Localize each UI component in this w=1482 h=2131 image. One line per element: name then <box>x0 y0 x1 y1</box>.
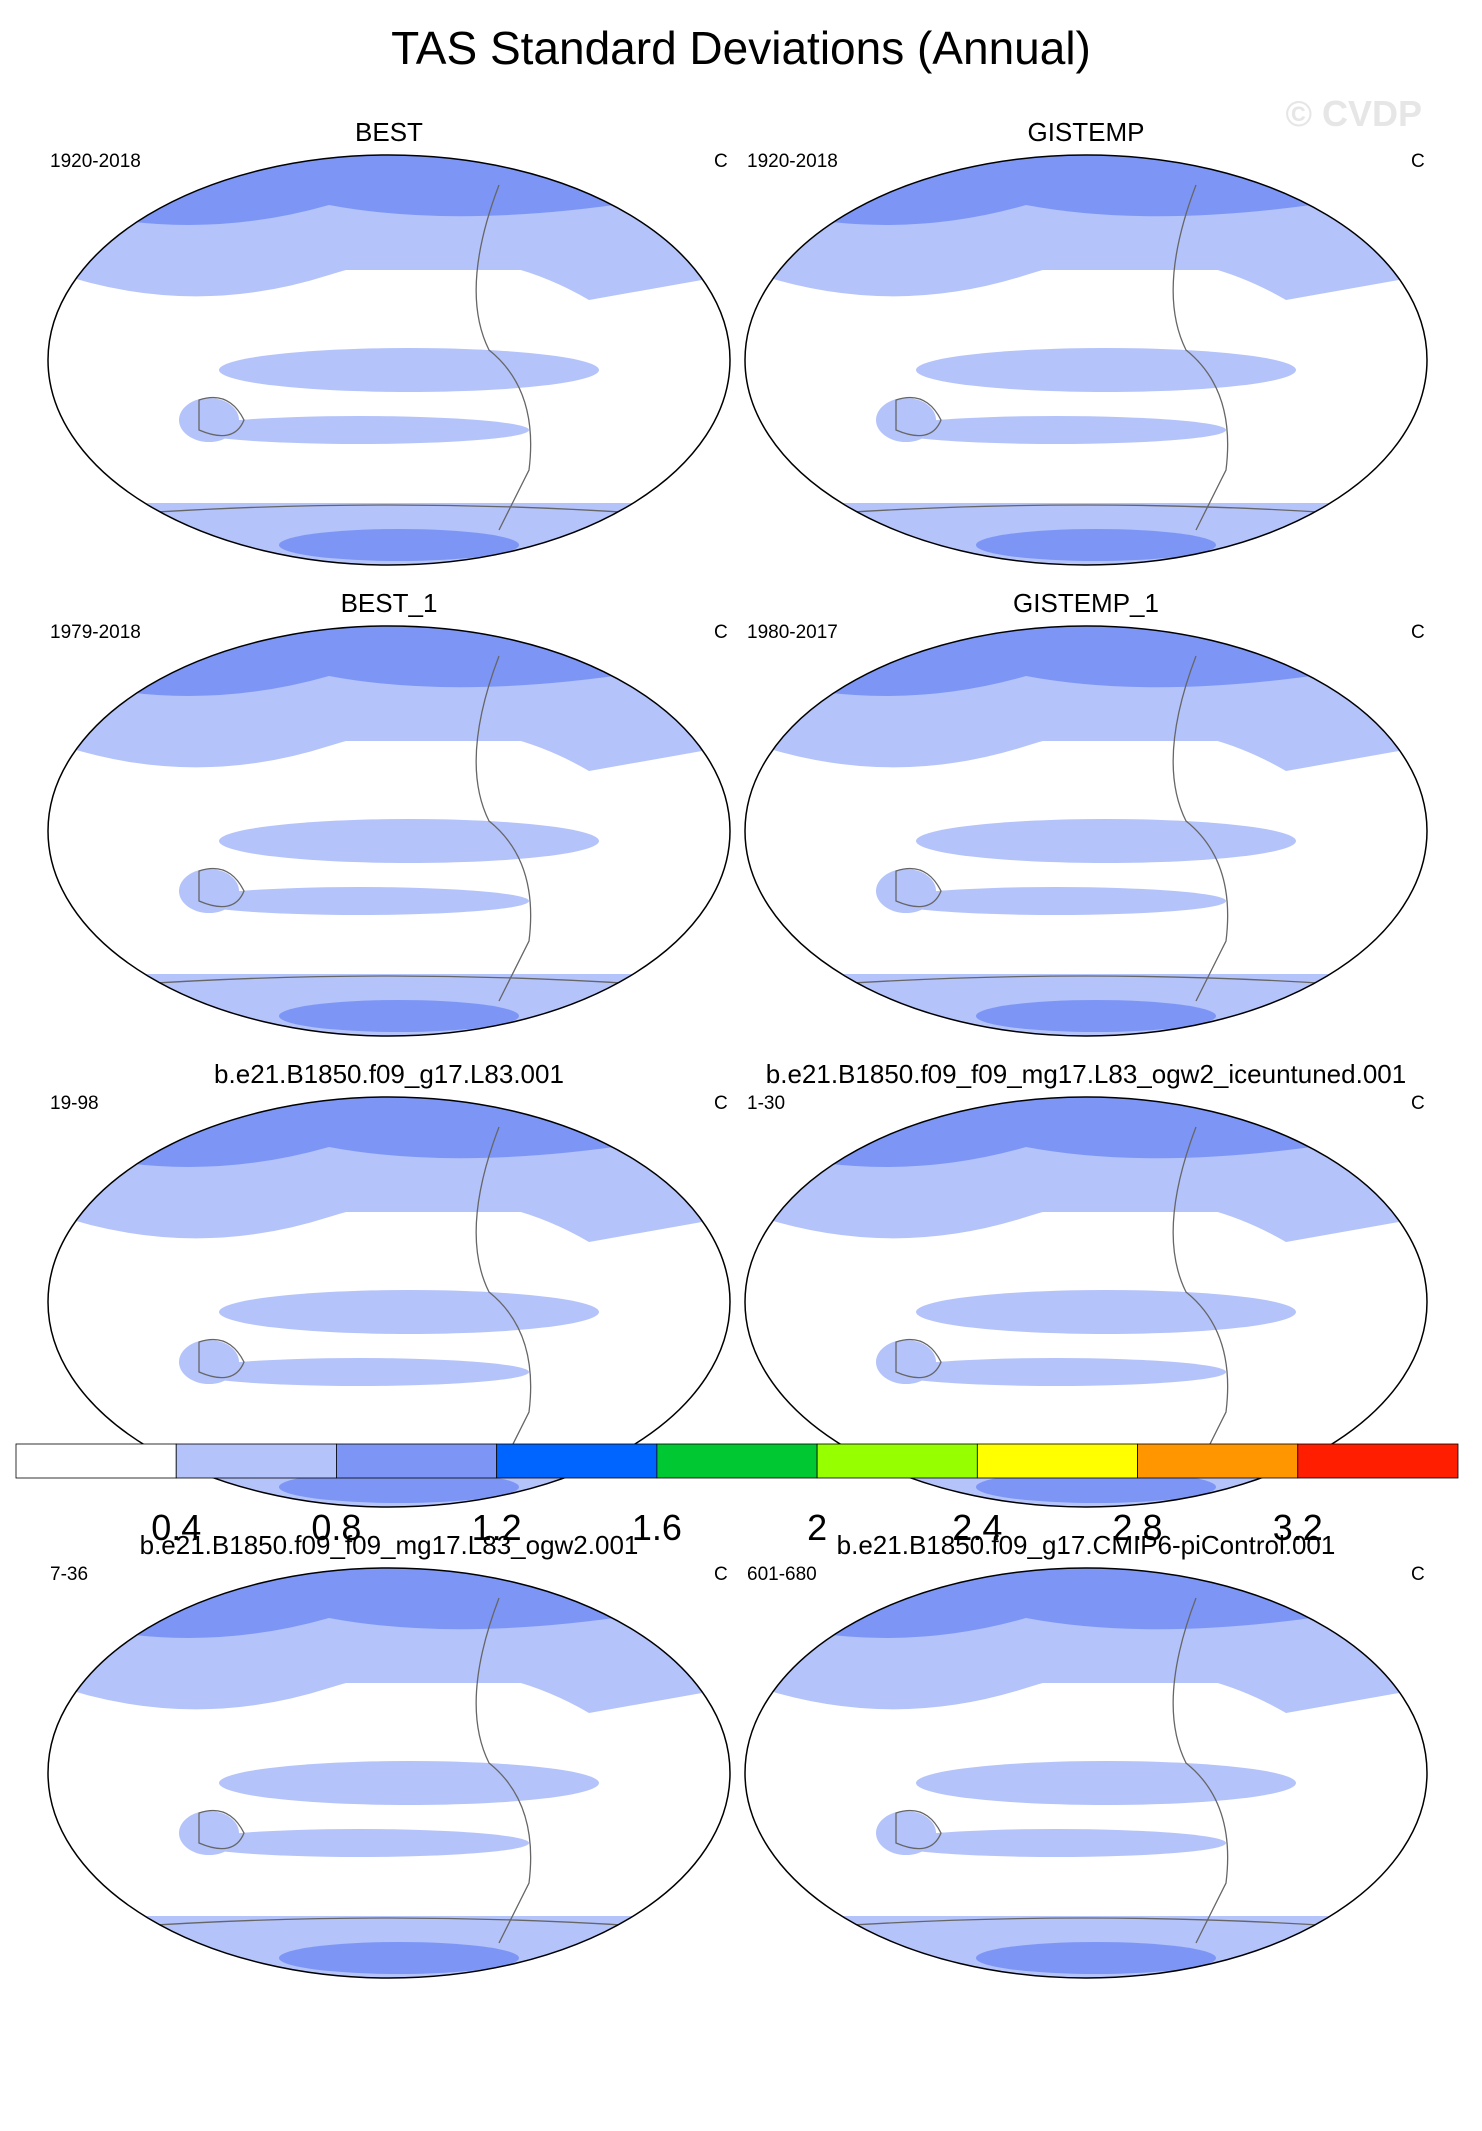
colorbar-box <box>336 1443 498 1479</box>
panel-title: GISTEMP <box>1027 117 1144 147</box>
colorbar-box <box>1137 1443 1299 1479</box>
panel-period: 601-680 <box>747 1564 817 1585</box>
panel-title: GISTEMP_1 <box>1013 588 1159 618</box>
shade-antarctic <box>279 529 519 561</box>
shade-north <box>48 726 730 771</box>
colorbar-box <box>496 1443 658 1479</box>
shade-tropics <box>916 1290 1296 1334</box>
shade-tropics <box>189 416 529 444</box>
shade-land <box>179 1811 239 1855</box>
colorbar-label: 0.4 <box>151 1507 201 1548</box>
panel-units: C <box>714 622 728 643</box>
panel-units: C <box>1411 151 1425 172</box>
shade-antarctic <box>976 1000 1216 1032</box>
map-outline <box>744 1567 1428 1979</box>
colorbar-label: 2.8 <box>1113 1507 1163 1548</box>
panel-title: BEST <box>355 117 423 147</box>
map <box>48 626 730 1036</box>
panel-title: b.e21.B1850.f09_g17.L83.001 <box>214 1059 564 1089</box>
shade-antarctic <box>279 1000 519 1032</box>
panel-period: 1980-2017 <box>747 622 838 643</box>
shade-land <box>179 869 239 913</box>
colorbar-label: 2 <box>807 1507 827 1548</box>
shade-tropics <box>916 819 1296 863</box>
map <box>745 1568 1427 1978</box>
panel-units: C <box>1411 622 1425 643</box>
shade-north <box>745 1668 1427 1713</box>
shade-land <box>179 1340 239 1384</box>
colorbar-label: 3.2 <box>1273 1507 1323 1548</box>
shade-tropics <box>219 1290 599 1334</box>
colorbar-label: 1.6 <box>632 1507 682 1548</box>
shade-north <box>48 1197 730 1242</box>
shade-land <box>876 869 936 913</box>
panel-period: 1979-2018 <box>50 622 141 643</box>
colorbar-box <box>15 1443 177 1479</box>
panel-units: C <box>714 1093 728 1114</box>
shade-tropics <box>219 348 599 392</box>
shade-land <box>876 1811 936 1855</box>
shade-tropics <box>886 1829 1226 1857</box>
shade-antarctic <box>976 529 1216 561</box>
shade-north <box>745 726 1427 771</box>
shade-antarctic <box>279 1471 519 1503</box>
panel-title: BEST_1 <box>341 588 438 618</box>
panel-period: 19-98 <box>50 1093 99 1114</box>
map-outline <box>47 1096 731 1508</box>
panel-units: C <box>714 1564 728 1585</box>
map <box>48 155 730 565</box>
shade-tropics <box>916 1761 1296 1805</box>
colorbar-box <box>976 1443 1138 1479</box>
map-outline <box>744 625 1428 1037</box>
shade-north <box>745 255 1427 300</box>
map-outline <box>47 625 731 1037</box>
map-outline <box>47 154 731 566</box>
shade-tropics <box>886 416 1226 444</box>
shade-tropics <box>886 1358 1226 1386</box>
panel-units: C <box>1411 1093 1425 1114</box>
shade-antarctic <box>976 1471 1216 1503</box>
panel-period: 1920-2018 <box>50 151 141 172</box>
shade-tropics <box>219 1761 599 1805</box>
shade-tropics <box>189 1358 529 1386</box>
panel-period: 1920-2018 <box>747 151 838 172</box>
map-outline <box>744 1096 1428 1508</box>
shade-land <box>179 398 239 442</box>
shade-tropics <box>886 887 1226 915</box>
shade-north <box>745 1197 1427 1242</box>
shade-land <box>876 398 936 442</box>
panel-title: b.e21.B1850.f09_f09_mg17.L83_ogw2_iceunt… <box>766 1059 1406 1089</box>
shade-tropics <box>219 819 599 863</box>
panel-period: 7-36 <box>50 1564 88 1585</box>
panel-period: 1-30 <box>747 1093 785 1114</box>
watermark: © CVDP <box>1285 93 1422 134</box>
colorbar-label: 2.4 <box>952 1507 1002 1548</box>
colorbar-box <box>656 1443 818 1479</box>
colorbar-box <box>175 1443 337 1479</box>
shade-tropics <box>916 348 1296 392</box>
shade-antarctic <box>976 1942 1216 1974</box>
colorbar-box <box>1297 1443 1459 1479</box>
colorbar-label: 0.8 <box>311 1507 361 1548</box>
colorbar-box <box>816 1443 978 1479</box>
shade-north <box>48 255 730 300</box>
panel-title: b.e21.B1850.f09_f09_mg17.L83_ogw2.001 <box>140 1530 639 1560</box>
map-outline <box>47 1567 731 1979</box>
colorbar-label: 1.2 <box>472 1507 522 1548</box>
figure-title: TAS Standard Deviations (Annual) <box>391 22 1091 74</box>
shade-antarctic <box>279 1942 519 1974</box>
map-outline <box>744 154 1428 566</box>
shade-north <box>48 1668 730 1713</box>
shade-tropics <box>189 1829 529 1857</box>
panel-units: C <box>1411 1564 1425 1585</box>
shade-tropics <box>189 887 529 915</box>
shade-land <box>876 1340 936 1384</box>
panel-units: C <box>714 151 728 172</box>
map <box>48 1568 730 1978</box>
map <box>745 155 1427 565</box>
panel-title: b.e21.B1850.f09_g17.CMIP6-piControl.001 <box>837 1530 1336 1560</box>
map <box>745 626 1427 1036</box>
